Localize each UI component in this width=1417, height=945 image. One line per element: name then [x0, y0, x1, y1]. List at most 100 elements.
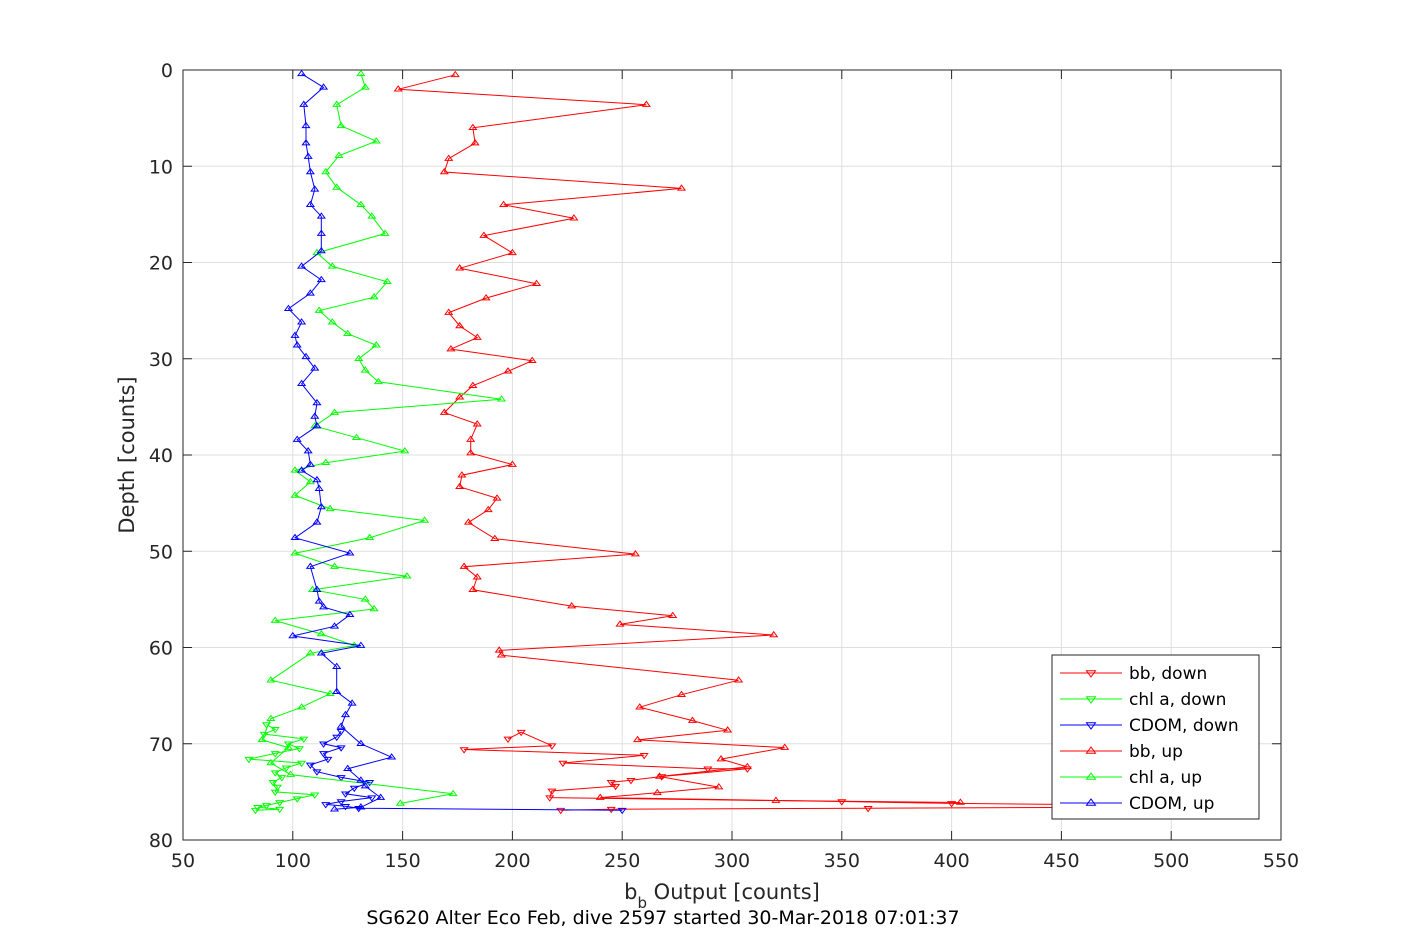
- data-point: [459, 747, 469, 754]
- data-point: [466, 435, 476, 442]
- data-point: [336, 728, 346, 736]
- data-point: [314, 484, 324, 491]
- data-point: [340, 791, 351, 798]
- data-point: [292, 341, 302, 348]
- x-axis-label-rest: Output [counts]: [647, 880, 820, 904]
- data-point: [470, 139, 480, 146]
- data-point: [305, 649, 315, 656]
- data-point: [558, 760, 568, 768]
- data-point: [615, 620, 625, 627]
- x-tick-label: 500: [1153, 850, 1189, 872]
- series-layer: [244, 69, 1176, 815]
- y-tick-label: 80: [149, 830, 173, 852]
- data-point: [257, 735, 267, 743]
- data-point: [639, 753, 649, 760]
- data-point: [316, 275, 326, 283]
- data-point: [457, 471, 467, 478]
- data-point: [270, 616, 280, 623]
- data-point: [723, 726, 733, 733]
- data-point: [297, 262, 307, 269]
- data-point: [325, 689, 335, 696]
- data-point: [259, 731, 269, 739]
- data-point: [297, 318, 307, 325]
- y-tick-label: 40: [149, 445, 173, 467]
- legend-marker: [1085, 746, 1097, 754]
- data-point: [290, 331, 300, 338]
- data-point: [336, 121, 346, 129]
- data-point: [297, 466, 307, 473]
- x-tick-label: 250: [604, 850, 640, 872]
- data-point: [455, 482, 465, 490]
- data-point: [290, 491, 300, 498]
- data-point: [272, 784, 283, 792]
- data-point: [283, 304, 293, 311]
- data-point: [450, 70, 460, 78]
- data-point: [654, 772, 665, 779]
- data-point: [297, 69, 307, 77]
- data-point: [332, 687, 342, 695]
- data-point: [459, 562, 469, 569]
- legend-label: chl a, down: [1129, 690, 1226, 710]
- x-axis-label-main: b: [624, 880, 637, 904]
- data-point: [244, 756, 254, 764]
- data-point: [483, 505, 493, 513]
- data-point: [547, 743, 557, 750]
- data-point: [641, 100, 651, 107]
- data-point: [270, 751, 280, 758]
- data-point: [310, 364, 320, 371]
- data-point: [611, 783, 621, 791]
- data-point: [367, 795, 377, 802]
- data-point: [327, 262, 337, 269]
- data-point: [270, 770, 280, 777]
- data-point: [481, 294, 491, 301]
- legend-item: bb, down: [1060, 664, 1207, 684]
- data-point: [286, 770, 296, 777]
- data-point: [310, 412, 320, 419]
- data-point: [325, 504, 335, 512]
- legend-item: chl a, down: [1060, 690, 1226, 710]
- data-point: [444, 154, 454, 161]
- data-point: [332, 734, 342, 742]
- data-point: [356, 200, 366, 208]
- x-tick-label: 200: [494, 850, 530, 872]
- data-point: [947, 801, 957, 808]
- data-point: [297, 703, 307, 710]
- series-line: [248, 724, 315, 811]
- data-point: [771, 796, 781, 803]
- data-point: [626, 778, 636, 785]
- data-point: [345, 610, 355, 618]
- data-point: [301, 139, 311, 146]
- data-point: [507, 460, 517, 467]
- data-point: [556, 807, 566, 815]
- data-point: [837, 799, 847, 806]
- data-point: [354, 354, 364, 362]
- data-point: [340, 804, 351, 811]
- data-point: [351, 433, 362, 440]
- x-tick-label: 550: [1263, 850, 1299, 872]
- y-tick-label: 60: [149, 638, 173, 660]
- y-axis-label: Depth [counts]: [115, 376, 139, 533]
- data-point: [402, 572, 412, 579]
- data-point: [387, 753, 397, 760]
- data-point: [380, 229, 390, 236]
- data-point: [448, 789, 458, 797]
- data-point: [371, 137, 381, 144]
- data-point: [472, 420, 482, 427]
- data-point: [318, 751, 329, 758]
- data-point: [356, 641, 366, 648]
- data-point: [439, 408, 449, 415]
- data-point: [630, 550, 640, 557]
- data-point: [360, 782, 370, 789]
- data-point: [305, 200, 315, 208]
- data-point: [606, 779, 616, 787]
- data-point: [294, 746, 304, 753]
- series-cdom-down: [305, 728, 627, 815]
- data-point: [360, 366, 370, 373]
- data-point: [321, 802, 331, 809]
- series-line: [261, 73, 502, 804]
- data-point: [292, 435, 302, 442]
- data-point: [301, 352, 311, 360]
- data-point: [369, 293, 379, 300]
- data-point: [301, 121, 311, 129]
- data-point: [742, 762, 752, 770]
